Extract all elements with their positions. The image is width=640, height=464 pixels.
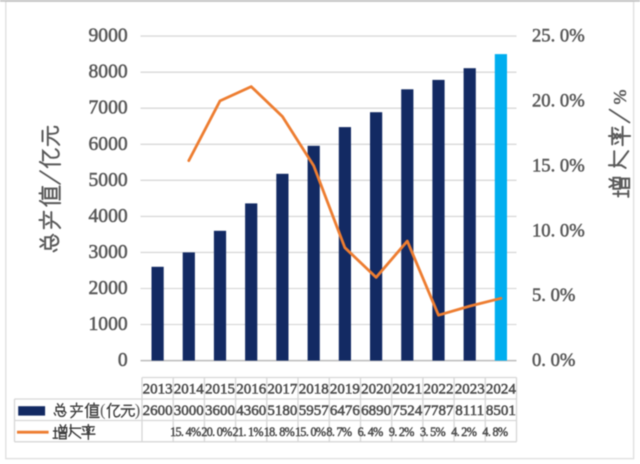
svg-text:7787: 7787: [424, 403, 455, 419]
svg-text:5000: 5000: [89, 170, 128, 191]
svg-text:2000: 2000: [89, 278, 128, 299]
svg-text:3600: 3600: [205, 403, 235, 419]
svg-text:7524: 7524: [392, 403, 423, 419]
svg-text:2021: 2021: [392, 381, 422, 397]
svg-text:2023: 2023: [455, 381, 485, 397]
svg-text:20. 0%: 20. 0%: [201, 425, 232, 439]
svg-text:4. 2%: 4. 2%: [451, 425, 476, 439]
svg-text:2016: 2016: [236, 381, 267, 397]
svg-text:0. 0%: 0. 0%: [532, 350, 575, 371]
svg-text:): ): [135, 401, 141, 420]
svg-text:2014: 2014: [174, 381, 205, 397]
svg-text:3000: 3000: [89, 242, 128, 263]
svg-text:6. 4%: 6. 4%: [358, 425, 383, 439]
svg-text:25. 0%: 25. 0%: [532, 26, 585, 47]
svg-text:2020: 2020: [361, 381, 391, 397]
svg-text:5180: 5180: [267, 403, 297, 419]
svg-text:20. 0%: 20. 0%: [532, 91, 585, 112]
svg-text:15. 0%: 15. 0%: [532, 155, 585, 176]
svg-text:3. 5%: 3. 5%: [420, 425, 445, 439]
svg-text:2022: 2022: [424, 381, 454, 397]
svg-text:2019: 2019: [330, 381, 360, 397]
svg-text:%: %: [610, 90, 630, 105]
svg-text:7000: 7000: [89, 98, 128, 119]
svg-text:15. 4%: 15. 4%: [170, 425, 201, 439]
svg-text:0: 0: [118, 350, 128, 371]
svg-text:2018: 2018: [299, 381, 329, 397]
svg-text:8111: 8111: [455, 403, 484, 419]
svg-text:9. 2%: 9. 2%: [389, 425, 414, 439]
svg-text:9000: 9000: [89, 26, 128, 47]
svg-text:8501: 8501: [486, 403, 516, 419]
svg-text:18. 8%: 18. 8%: [264, 425, 295, 439]
svg-text:8000: 8000: [89, 62, 128, 83]
svg-text:21. 1%: 21. 1%: [233, 425, 264, 439]
svg-text:4000: 4000: [89, 206, 128, 227]
svg-text:2024: 2024: [486, 381, 517, 397]
svg-text:2015: 2015: [205, 381, 235, 397]
svg-text:8. 7%: 8. 7%: [326, 425, 351, 439]
svg-text:5957: 5957: [299, 403, 330, 419]
svg-text:2600: 2600: [143, 403, 173, 419]
svg-text:2017: 2017: [267, 381, 298, 397]
svg-text:6890: 6890: [361, 403, 391, 419]
svg-text:4360: 4360: [236, 403, 266, 419]
svg-text:6000: 6000: [89, 134, 128, 155]
svg-text:6476: 6476: [330, 403, 361, 419]
svg-text:5. 0%: 5. 0%: [532, 285, 575, 306]
svg-text:2013: 2013: [143, 381, 173, 397]
svg-text:(: (: [100, 401, 106, 420]
svg-text:3000: 3000: [174, 403, 204, 419]
svg-text:1000: 1000: [89, 314, 128, 335]
svg-text:15. 0%: 15. 0%: [295, 425, 326, 439]
svg-text:4. 8%: 4. 8%: [482, 425, 507, 439]
svg-text:10. 0%: 10. 0%: [532, 220, 585, 241]
